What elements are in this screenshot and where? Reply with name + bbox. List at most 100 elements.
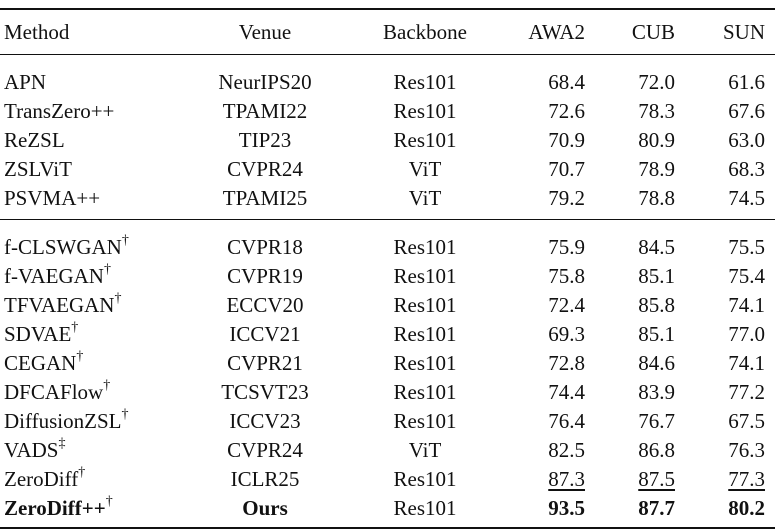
cell-awa2-text: 70.7 [548,157,585,181]
cell-awa2: 74.4 [495,378,595,407]
cell-method-text: ZeroDiff++ [4,496,106,520]
cell-venue: ICCV23 [175,407,355,436]
cell-awa2: 82.5 [495,436,595,465]
cell-awa2: 69.3 [495,320,595,349]
cell-sun: 75.4 [685,262,775,291]
cell-venue: TPAMI22 [175,97,355,126]
table-row: f-VAEGAN† CVPR19 Res101 75.8 85.1 75.4 [0,262,775,291]
cell-backbone: ViT [355,184,495,220]
cell-awa2: 70.7 [495,155,595,184]
method-marker: † [121,407,129,422]
cell-cub-text: 87.5 [638,467,675,491]
cell-cub: 83.9 [595,378,685,407]
table-row: ZeroDiff++† Ours Res101 93.5 87.7 80.2 [0,494,775,529]
cell-venue: CVPR21 [175,349,355,378]
cell-awa2: 79.2 [495,184,595,220]
table-row: CEGAN† CVPR21 Res101 72.8 84.6 74.1 [0,349,775,378]
cell-method-text: SDVAE [4,322,72,346]
cell-awa2-text: 72.4 [548,293,585,317]
cell-method: TFVAEGAN† [0,291,175,320]
cell-method-text: f-CLSWGAN [4,234,122,259]
cell-sun: 74.1 [685,291,775,320]
cell-venue-text: NeurIPS20 [218,69,312,94]
cell-awa2: 93.5 [495,494,595,529]
cell-awa2-text: 72.8 [548,351,585,375]
cell-awa2-text: 82.5 [548,438,585,462]
cell-cub-text: 84.5 [638,234,675,259]
cell-sun-text: 68.3 [728,157,765,181]
cell-cub-text: 87.7 [638,496,675,520]
header-venue: Venue [175,8,355,55]
cell-cub: 76.7 [595,407,685,436]
cell-method: PSVMA++ [0,184,175,220]
cell-sun-text: 67.5 [728,409,765,433]
table-row: ZeroDiff† ICLR25 Res101 87.3 87.5 77.3 [0,465,775,494]
cell-awa2: 70.9 [495,126,595,155]
cell-venue-text: CVPR21 [227,351,303,375]
table-row: APN NeurIPS20 Res101 68.4 72.0 61.6 [0,55,775,98]
cell-sun-text: 74.1 [728,293,765,317]
cell-venue: CVPR24 [175,155,355,184]
cell-venue-text: CVPR18 [227,234,303,259]
cell-sun: 74.1 [685,349,775,378]
cell-method: f-CLSWGAN† [0,219,175,262]
cell-method-text: CEGAN [4,351,77,375]
cell-venue: TPAMI25 [175,184,355,220]
cell-backbone-text: ViT [408,438,442,462]
cell-method: ReZSL [0,126,175,155]
cell-cub: 84.6 [595,349,685,378]
cell-cub: 87.5 [595,465,685,494]
cell-method-text: f-VAEGAN [4,264,104,288]
cell-venue: CVPR18 [175,219,355,262]
cell-venue-text: CVPR24 [227,438,303,462]
cell-awa2-text: 70.9 [548,128,585,152]
cell-sun-text: 77.3 [728,467,765,491]
cell-method: ZeroDiff++† [0,494,175,529]
cell-sun-text: 67.6 [728,99,765,123]
table-header-row: Method Venue Backbone AWA2 CUB SUN [0,8,775,55]
cell-method-text: DFCAFlow [4,380,104,404]
method-marker: † [121,232,129,248]
cell-awa2: 76.4 [495,407,595,436]
cell-venue: TCSVT23 [175,378,355,407]
cell-cub: 78.3 [595,97,685,126]
cell-method-text: ZeroDiff [4,467,79,491]
results-table-figure: Method Venue Backbone AWA2 CUB SUN APN Ne… [0,8,775,529]
cell-backbone: Res101 [355,126,495,155]
table-row: DFCAFlow† TCSVT23 Res101 74.4 83.9 77.2 [0,378,775,407]
method-marker: † [103,378,111,393]
cell-cub-text: 72.0 [638,69,675,94]
cell-method-text: ReZSL [4,128,65,152]
method-marker: † [114,291,122,306]
cell-awa2-text: 75.9 [548,234,585,259]
cell-sun-text: 80.2 [728,496,765,520]
cell-sun: 77.3 [685,465,775,494]
cell-method: TransZero++ [0,97,175,126]
method-marker: † [78,465,86,480]
cell-venue-text: TCSVT23 [221,380,309,404]
cell-awa2-text: 75.8 [548,264,585,288]
cell-backbone-text: Res101 [393,380,457,404]
cell-sun: 61.6 [685,55,775,98]
header-backbone: Backbone [355,8,495,55]
results-table: Method Venue Backbone AWA2 CUB SUN APN Ne… [0,8,775,529]
cell-awa2-text: 79.2 [548,186,585,210]
table-row: PSVMA++ TPAMI25 ViT 79.2 78.8 74.5 [0,184,775,220]
cell-venue-text: Ours [242,496,288,520]
cell-cub: 78.8 [595,184,685,220]
cell-venue-text: CVPR24 [227,157,303,181]
cell-method-text: TransZero++ [4,99,115,123]
cell-awa2-text: 68.4 [548,69,585,94]
cell-sun-text: 61.6 [728,69,765,94]
cell-backbone: Res101 [355,465,495,494]
cell-awa2-text: 87.3 [548,467,585,491]
cell-awa2: 75.9 [495,219,595,262]
cell-cub: 86.8 [595,436,685,465]
cell-sun: 68.3 [685,155,775,184]
cell-backbone-text: Res101 [393,467,457,491]
cell-backbone: Res101 [355,219,495,262]
cell-sun-text: 77.0 [728,322,765,346]
header-awa2: AWA2 [495,8,595,55]
cell-cub: 85.1 [595,320,685,349]
cell-method: f-VAEGAN† [0,262,175,291]
